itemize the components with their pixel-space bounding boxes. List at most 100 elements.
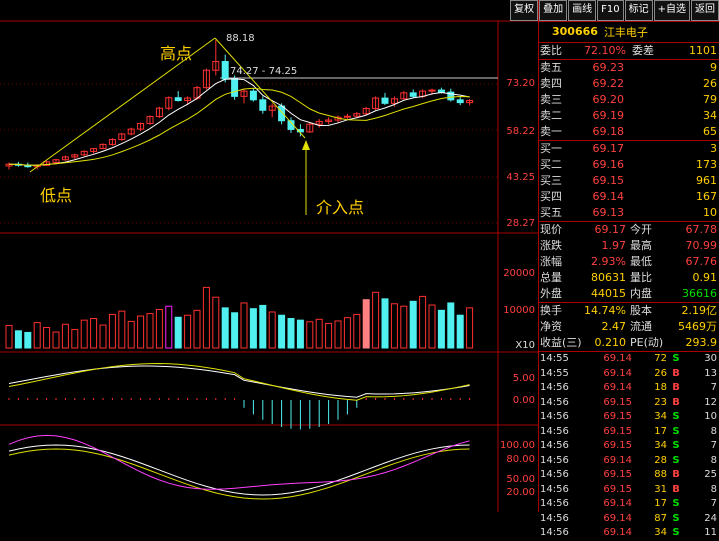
quote-label-2: 最高 [630,239,652,252]
candle-body [362,108,370,115]
tick-volume: 88 [654,469,667,480]
volume-bar [212,296,220,349]
commission-ratio-row: 委比 72.10% 委差 1101 [538,43,719,59]
tick-count: 30 [704,353,717,364]
bid-book: 买一 69.17 3 买二 69.16 173 买三 69.15 961 买四 69.14 167 买五… [538,140,719,221]
stock-name: 江丰电子 [603,25,648,39]
volume-bar [193,309,201,349]
candle-body [221,61,229,80]
volume-bar [80,319,88,349]
commission-ratio-label: 委比 [540,44,562,57]
volume-bar [137,315,145,349]
kdj-axis-label-0: 100.00 [500,440,535,451]
candle-body [400,92,408,100]
quote-label-1: 现价 [540,223,562,236]
candle-body [325,119,333,122]
tick-side: B [672,396,680,408]
tick-side: S [672,353,680,364]
mark-button[interactable]: 标记 [624,0,653,21]
candle-body [52,159,60,164]
tick-price: 69.15 [603,425,632,437]
bids-price: 69.14 [592,190,625,203]
range-price-label: 74.27 - 74.25 [230,66,298,77]
asks-price: 69.20 [592,93,625,106]
tick-price: 69.15 [603,440,632,451]
tick-row: 14:56 69.15 17 S 8 [538,425,719,440]
asks-level-label: 卖三 [540,93,562,106]
volume-bar [14,330,22,349]
asks-row: 卖三 69.20 79 [538,92,719,108]
kline-chart-area[interactable]: 73.20 58.22 43.25 28.27 20000 10000 X10 … [0,0,538,512]
quote-value-2: 0.91 [692,271,718,284]
ask-book: 卖五 69.23 9 卖四 69.22 26 卖三 69.20 79 卖二 69.19 34 卖一 69.… [538,59,719,140]
overlay-button[interactable]: 叠加 [539,0,568,21]
asks-volume: 26 [703,77,717,90]
candle-body [353,113,361,117]
tick-time: 14:56 [540,425,569,437]
add-watchlist-button[interactable]: +自选 [653,0,690,21]
volume-bar [362,299,370,349]
candle-body [343,115,351,118]
restore-rights-button[interactable]: 复权 [510,0,539,21]
tick-volume: 34 [654,440,667,451]
quote-value-2: 70.99 [685,239,718,252]
high-price-label: 88.18 [226,33,255,44]
tick-price: 69.14 [603,498,632,509]
candle-body [268,105,276,111]
fund-label-2: PE(动) [630,336,664,349]
quote-value-2: 67.78 [685,223,718,236]
tick-volume: 23 [654,396,667,408]
bids-level-label: 买一 [540,142,562,155]
asks-level-label: 卖一 [540,125,562,138]
candle-body [390,98,398,104]
price-axis-label-2: 43.25 [506,172,535,183]
volume-bar [118,310,126,349]
volume-bar [52,331,60,349]
tick-row: 14:56 69.15 88 B 25 [538,468,719,483]
volume-bar [71,329,79,349]
tick-time: 14:56 [540,396,569,408]
asks-row: 卖一 69.18 65 [538,124,719,140]
price-axis-label-3: 28.27 [506,218,535,229]
fund-value-2: 2.19亿 [681,304,718,317]
volume-bar [306,321,314,349]
tick-side: S [672,440,680,451]
volume-bar [165,305,173,349]
volume-bar [419,295,427,349]
tick-row: 14:56 69.14 87 S 24 [538,512,719,527]
tick-row: 14:56 69.14 28 S 8 [538,454,719,469]
tick-count: 8 [710,454,717,466]
tick-time: 14:56 [540,483,569,495]
tick-list[interactable]: 14:55 69.14 72 S 30 14:55 69.14 26 B 13 14:56 69.14… [538,351,719,541]
tick-volume: 34 [654,411,667,422]
kdj-axis-label-2: 50.00 [506,474,535,485]
volume-bar [249,308,257,349]
fund-label-1: 净资 [540,320,562,333]
volume-bar [268,311,276,349]
volume-bar [240,302,248,349]
tick-row: 14:56 69.14 34 S 11 [538,526,719,541]
quote-value-2: 67.76 [685,255,718,268]
candle-body [184,97,192,102]
tick-count: 8 [710,483,717,495]
macd-axis-label-0: 5.00 [512,373,535,384]
tick-time: 14:56 [540,527,569,538]
fund-value-1: 14.74% [584,304,626,317]
tick-time: 14:56 [540,512,569,524]
quote-row: 涨跌 1.97 最高 70.99 [538,238,719,254]
candle-body [146,116,154,125]
candle-body [212,61,220,71]
candle-body [165,97,173,109]
tick-price: 69.15 [603,411,632,422]
candle-body [90,148,98,152]
fund-label-1: 换手 [540,304,562,317]
tick-row: 14:56 69.15 23 B 12 [538,396,719,411]
volume-bar [390,303,398,349]
fund-value-2: 293.9 [685,336,718,349]
volume-axis-label-1: 10000 [503,305,535,316]
draw-line-button[interactable]: 画线 [568,0,597,21]
f10-button[interactable]: F10 [597,0,624,21]
annotation-low-point: 低点 [40,186,73,205]
candle-body [278,105,286,122]
kline-chart[interactable] [0,0,538,512]
